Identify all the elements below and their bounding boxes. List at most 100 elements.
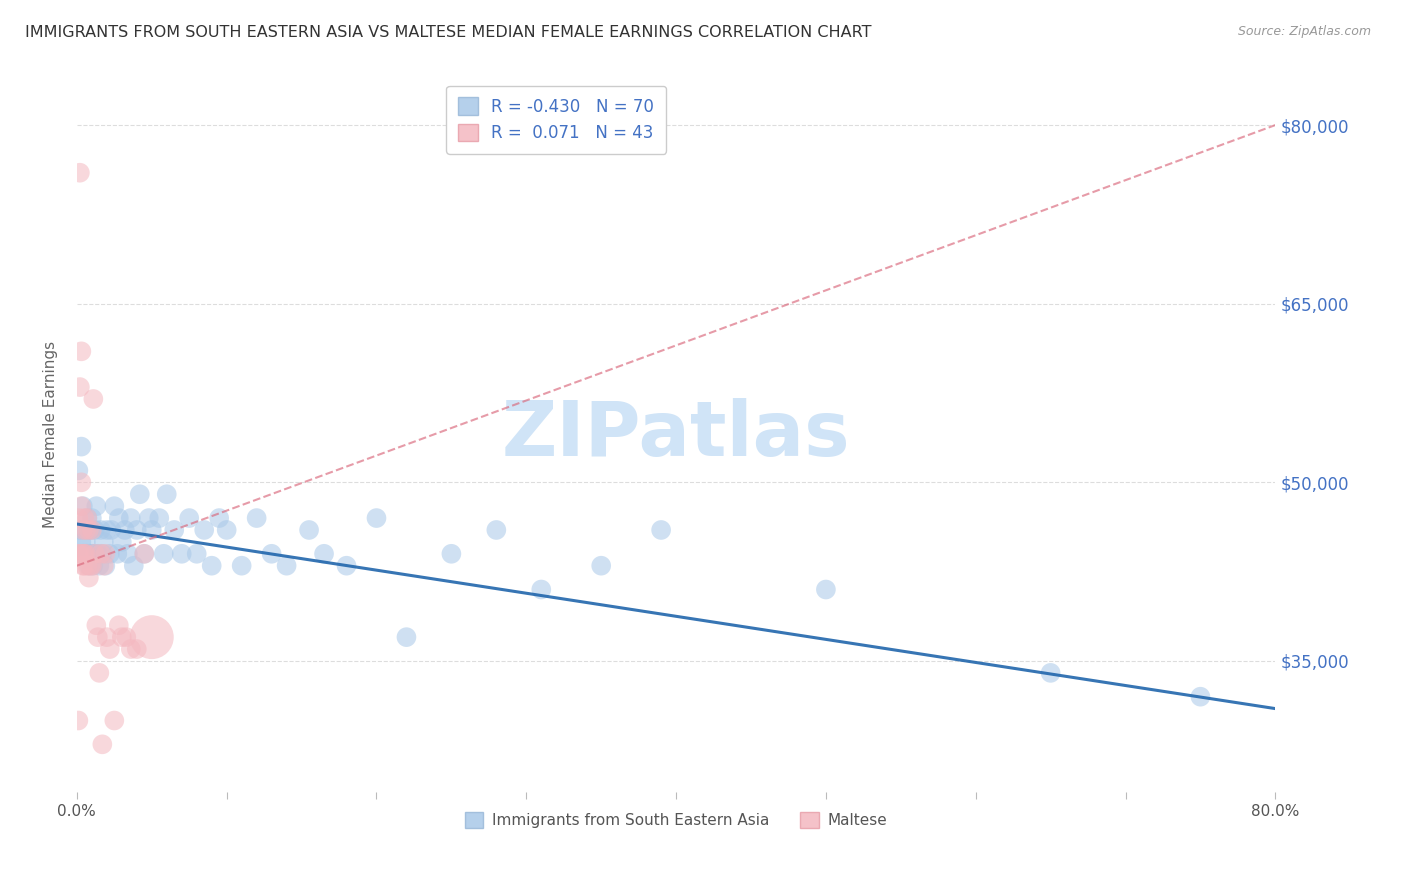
Point bbox=[72, 499, 94, 513]
Point bbox=[77, 558, 100, 573]
Point bbox=[814, 582, 837, 597]
Point bbox=[90, 547, 112, 561]
Point bbox=[134, 547, 156, 561]
Point bbox=[138, 511, 160, 525]
Point bbox=[75, 523, 97, 537]
Point bbox=[335, 558, 357, 573]
Point bbox=[73, 523, 96, 537]
Point bbox=[77, 523, 100, 537]
Point bbox=[69, 523, 91, 537]
Point bbox=[94, 547, 117, 561]
Point bbox=[79, 523, 101, 537]
Point bbox=[366, 511, 388, 525]
Point bbox=[120, 642, 142, 657]
Point bbox=[208, 511, 231, 525]
Point bbox=[148, 511, 170, 525]
Point bbox=[80, 511, 103, 525]
Point bbox=[141, 523, 163, 537]
Point bbox=[117, 547, 139, 561]
Point bbox=[395, 630, 418, 644]
Point bbox=[69, 380, 91, 394]
Point bbox=[111, 630, 134, 644]
Point bbox=[530, 582, 553, 597]
Point bbox=[72, 523, 94, 537]
Text: IMMIGRANTS FROM SOUTH EASTERN ASIA VS MALTESE MEDIAN FEMALE EARNINGS CORRELATION: IMMIGRANTS FROM SOUTH EASTERN ASIA VS MA… bbox=[25, 25, 872, 40]
Point bbox=[77, 523, 100, 537]
Point bbox=[69, 166, 91, 180]
Point bbox=[70, 440, 93, 454]
Point bbox=[87, 547, 110, 561]
Point bbox=[67, 511, 90, 525]
Point bbox=[111, 534, 134, 549]
Point bbox=[86, 618, 108, 632]
Point bbox=[72, 547, 94, 561]
Point bbox=[67, 463, 90, 477]
Point bbox=[103, 714, 125, 728]
Point bbox=[141, 630, 163, 644]
Point bbox=[108, 618, 131, 632]
Point bbox=[73, 558, 96, 573]
Point bbox=[134, 547, 156, 561]
Point bbox=[76, 511, 98, 525]
Point bbox=[246, 511, 269, 525]
Point bbox=[80, 547, 103, 561]
Point bbox=[163, 523, 186, 537]
Point bbox=[76, 547, 98, 561]
Point bbox=[125, 523, 148, 537]
Point bbox=[90, 523, 112, 537]
Point bbox=[96, 630, 118, 644]
Point bbox=[125, 642, 148, 657]
Point bbox=[70, 534, 93, 549]
Point bbox=[128, 487, 150, 501]
Point bbox=[100, 523, 122, 537]
Point bbox=[93, 558, 115, 573]
Point bbox=[170, 547, 193, 561]
Point bbox=[1189, 690, 1212, 704]
Point bbox=[67, 547, 90, 561]
Point bbox=[94, 558, 117, 573]
Point bbox=[79, 558, 101, 573]
Text: ZIPatlas: ZIPatlas bbox=[502, 398, 851, 472]
Point bbox=[98, 547, 121, 561]
Point bbox=[73, 547, 96, 561]
Point bbox=[70, 499, 93, 513]
Point bbox=[231, 558, 253, 573]
Point bbox=[179, 511, 201, 525]
Point bbox=[186, 547, 208, 561]
Point bbox=[276, 558, 298, 573]
Point bbox=[70, 475, 93, 490]
Point bbox=[83, 547, 105, 561]
Point bbox=[75, 534, 97, 549]
Point bbox=[115, 630, 138, 644]
Point bbox=[76, 511, 98, 525]
Point bbox=[260, 547, 283, 561]
Point bbox=[89, 558, 111, 573]
Point bbox=[122, 558, 145, 573]
Point bbox=[201, 558, 224, 573]
Point bbox=[91, 547, 114, 561]
Point bbox=[98, 642, 121, 657]
Point bbox=[312, 547, 335, 561]
Point bbox=[73, 547, 96, 561]
Point bbox=[120, 511, 142, 525]
Point bbox=[87, 630, 110, 644]
Legend: Immigrants from South Eastern Asia, Maltese: Immigrants from South Eastern Asia, Malt… bbox=[458, 806, 894, 834]
Text: Source: ZipAtlas.com: Source: ZipAtlas.com bbox=[1237, 25, 1371, 38]
Point bbox=[67, 714, 90, 728]
Point bbox=[93, 534, 115, 549]
Point bbox=[82, 558, 104, 573]
Point bbox=[82, 392, 104, 406]
Point bbox=[76, 558, 98, 573]
Point bbox=[80, 523, 103, 537]
Point bbox=[70, 344, 93, 359]
Point bbox=[108, 511, 131, 525]
Point bbox=[591, 558, 613, 573]
Point bbox=[1039, 665, 1062, 680]
Point bbox=[86, 499, 108, 513]
Point bbox=[485, 523, 508, 537]
Point bbox=[114, 523, 136, 537]
Point bbox=[152, 547, 174, 561]
Point bbox=[215, 523, 238, 537]
Point bbox=[79, 547, 101, 561]
Point bbox=[440, 547, 463, 561]
